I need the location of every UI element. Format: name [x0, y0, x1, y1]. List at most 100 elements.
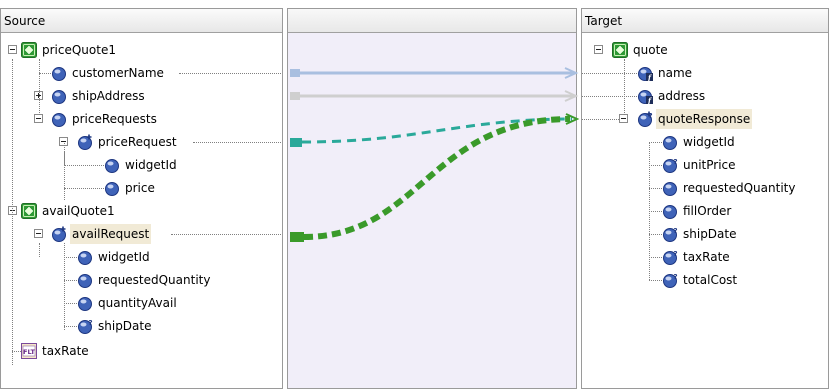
source-node[interactable]: widgetId — [1, 155, 282, 175]
source-node[interactable]: customerName — [1, 63, 282, 83]
collapse-toggle[interactable] — [619, 114, 628, 123]
svg-text:?: ? — [88, 319, 92, 327]
target-node-label: shipDate — [683, 227, 737, 241]
tree-connector — [12, 351, 21, 352]
source-node[interactable]: shipAddress — [1, 86, 282, 106]
target-node[interactable]: ? totalCost — [582, 270, 828, 290]
source-node[interactable]: requestedQuantity — [1, 270, 282, 290]
source-node[interactable]: FLT taxRate — [1, 341, 282, 361]
tree-connector — [39, 73, 51, 74]
target-node-label: unitPrice — [683, 158, 736, 172]
target-node[interactable]: ? quoteResponse — [582, 109, 828, 129]
blue-field-icon — [77, 272, 93, 288]
blue-optional-field-icon: ? — [662, 249, 678, 265]
link-handle-shipaddress[interactable] — [290, 92, 300, 100]
link-pricerequest-to-quoteresponse[interactable] — [301, 117, 573, 144]
target-node[interactable]: fillOrder — [582, 201, 828, 221]
source-node[interactable]: availQuote1 — [1, 201, 282, 221]
link-handle-customername[interactable] — [290, 69, 300, 77]
tree-connector — [649, 165, 662, 166]
target-node[interactable]: f address — [582, 86, 828, 106]
source-node-label: taxRate — [42, 344, 89, 358]
green-element-icon — [21, 203, 37, 219]
target-node[interactable]: widgetId — [582, 132, 828, 152]
svg-text:?: ? — [673, 158, 677, 166]
target-header: Target — [582, 9, 828, 33]
green-element-icon — [21, 42, 37, 58]
tree-connector — [64, 165, 104, 166]
target-node-label: address — [658, 89, 706, 103]
tree-connector — [649, 142, 662, 143]
target-node-label: taxRate — [683, 250, 730, 264]
target-node-label: requestedQuantity — [683, 181, 796, 195]
tree-connector — [64, 280, 77, 281]
svg-text:f: f — [647, 73, 653, 81]
source-node-label: availRequest — [70, 224, 152, 244]
right-splitter[interactable] — [577, 8, 581, 389]
source-node[interactable]: price — [1, 178, 282, 198]
source-node-label: customerName — [72, 66, 164, 80]
link-arrow-name — [564, 67, 579, 79]
expand-toggle[interactable] — [34, 91, 43, 100]
target-node-label: quote — [633, 43, 668, 57]
source-node[interactable]: priceRequest — [1, 132, 282, 152]
source-header: Source — [1, 9, 282, 33]
source-node-label: shipDate — [98, 319, 152, 333]
svg-text:FLT: FLT — [23, 348, 36, 356]
target-node-label: widgetId — [683, 135, 735, 149]
tree-connector — [12, 59, 13, 365]
svg-text:f: f — [647, 96, 653, 104]
source-node[interactable]: priceRequests — [1, 109, 282, 129]
tree-connector — [649, 211, 662, 212]
target-node[interactable]: ? taxRate — [582, 247, 828, 267]
blue-field-icon — [51, 111, 67, 127]
target-node[interactable]: requestedQuantity — [582, 178, 828, 198]
source-node-label: priceRequests — [72, 112, 157, 126]
blue-optional-field-icon: ? — [662, 272, 678, 288]
blue-field-icon — [662, 203, 678, 219]
collapse-toggle[interactable] — [8, 45, 17, 54]
source-node[interactable]: quantityAvail — [1, 293, 282, 313]
link-handle-pricerequest[interactable] — [290, 138, 302, 147]
target-node[interactable]: ? unitPrice — [582, 155, 828, 175]
tree-connector — [649, 234, 662, 235]
source-node-label: priceQuote1 — [42, 43, 116, 57]
target-node[interactable]: f name — [582, 63, 828, 83]
blue-optional-field-icon: ? — [662, 226, 678, 242]
source-node-label: requestedQuantity — [98, 273, 211, 287]
source-node[interactable]: priceQuote1 — [1, 40, 282, 60]
source-node-label: widgetId — [125, 158, 177, 172]
link-availrequest-to-quoteresponse[interactable] — [303, 116, 571, 240]
blue-field-icon — [662, 180, 678, 196]
tree-connector — [582, 119, 619, 120]
mapping-header — [288, 9, 576, 33]
collapse-toggle[interactable] — [34, 114, 43, 123]
collapse-toggle[interactable] — [594, 45, 603, 54]
tree-connector — [64, 326, 77, 327]
tree-connector — [39, 59, 40, 115]
target-node[interactable]: quote — [582, 40, 828, 60]
blue-field-icon — [104, 180, 120, 196]
blue-field-icon — [51, 65, 67, 81]
tree-connector — [582, 73, 637, 74]
blue-optional-field-icon: ? — [662, 157, 678, 173]
source-node[interactable]: availRequest — [1, 224, 282, 244]
green-element-icon — [612, 42, 628, 58]
tree-connector — [582, 96, 637, 97]
link-arrow-quoteresponse — [565, 113, 580, 125]
target-node[interactable]: ? shipDate — [582, 224, 828, 244]
tree-connector — [64, 257, 77, 258]
left-splitter[interactable] — [283, 8, 287, 389]
tree-connector — [64, 243, 65, 330]
source-node[interactable]: widgetId — [1, 247, 282, 267]
collapse-toggle[interactable] — [34, 229, 43, 238]
link-handle-availrequest[interactable] — [290, 232, 304, 242]
svg-text:?: ? — [673, 227, 677, 235]
tree-connector — [39, 243, 40, 257]
blue-field-icon — [104, 157, 120, 173]
source-node[interactable]: ? shipDate — [1, 316, 282, 336]
collapse-toggle[interactable] — [59, 137, 68, 146]
tree-connector — [649, 280, 662, 281]
